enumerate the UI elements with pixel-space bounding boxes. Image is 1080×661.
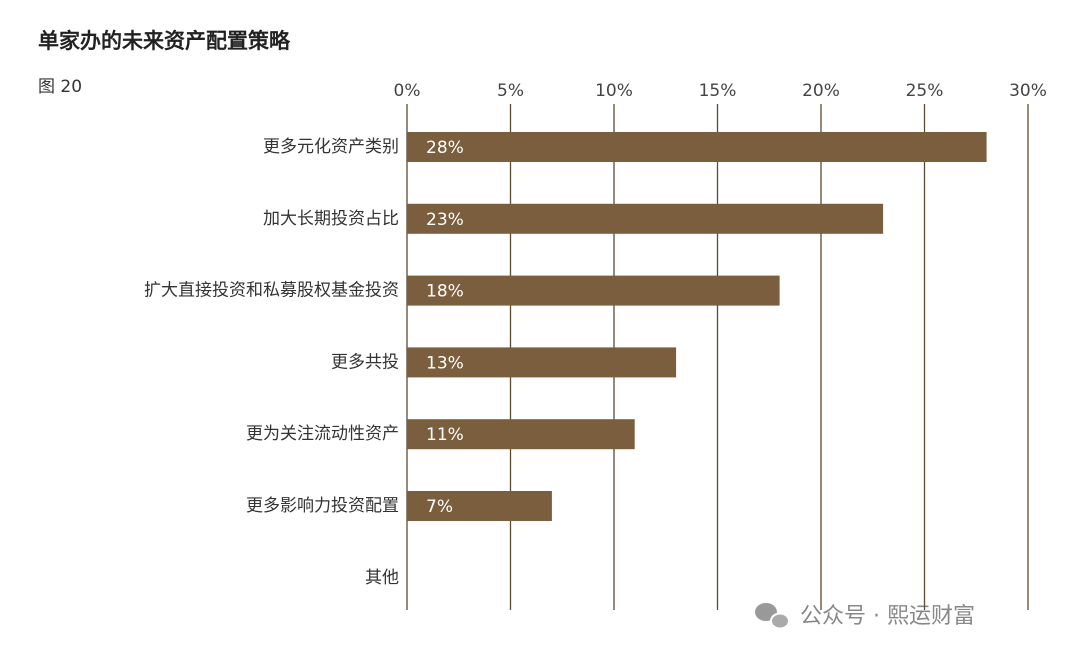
value-label: 23% bbox=[426, 210, 464, 230]
x-tick-label: 15% bbox=[699, 81, 737, 101]
figure-label: 图 20 bbox=[38, 77, 82, 97]
x-tick-label: 20% bbox=[802, 81, 840, 101]
x-tick-label: 25% bbox=[906, 81, 944, 101]
value-label: 18% bbox=[426, 282, 464, 302]
x-tick-label: 30% bbox=[1009, 81, 1047, 101]
x-tick-label: 5% bbox=[497, 81, 524, 101]
wechat-icon bbox=[755, 603, 790, 630]
value-label: 28% bbox=[426, 138, 464, 158]
value-label: 11% bbox=[426, 425, 464, 445]
bar bbox=[407, 491, 552, 521]
x-tick-label: 10% bbox=[595, 81, 633, 101]
bar bbox=[407, 132, 987, 162]
y-tick-label: 扩大直接投资和私募股权基金投资 bbox=[144, 281, 399, 301]
watermark: 公众号 · 熙运财富 bbox=[800, 604, 975, 629]
y-tick-label: 更多影响力投资配置 bbox=[246, 496, 399, 516]
bar bbox=[407, 203, 884, 234]
value-label: 13% bbox=[426, 353, 464, 373]
y-tick-label: 更为关注流动性资产 bbox=[246, 424, 399, 444]
y-tick-label: 加大长期投资占比 bbox=[263, 209, 399, 229]
bar bbox=[407, 347, 677, 378]
value-label: 7% bbox=[426, 497, 453, 517]
y-tick-label: 更多共投 bbox=[331, 352, 399, 372]
bar bbox=[407, 419, 635, 450]
y-tick-label: 更多元化资产类别 bbox=[263, 137, 399, 157]
bar bbox=[407, 275, 780, 306]
chart-title: 单家办的未来资产配置策略 bbox=[38, 29, 291, 53]
x-tick-label: 0% bbox=[394, 81, 421, 101]
y-tick-label: 其他 bbox=[365, 568, 399, 588]
